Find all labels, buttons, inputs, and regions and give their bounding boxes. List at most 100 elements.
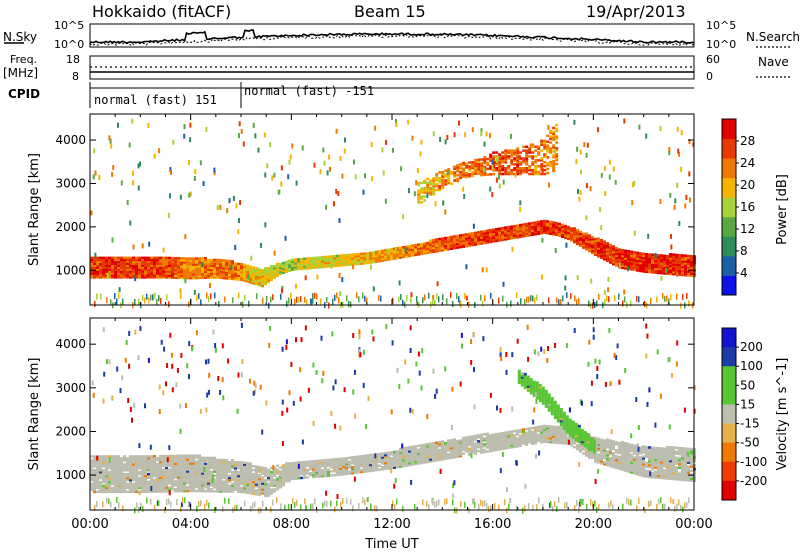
heatmap-cell bbox=[174, 268, 177, 272]
heatmap-cell bbox=[576, 232, 579, 236]
heatmap-cell bbox=[537, 220, 540, 224]
heatmap-cell bbox=[537, 145, 541, 148]
heatmap-cell bbox=[342, 473, 345, 476]
heatmap-cell bbox=[324, 460, 327, 464]
heatmap-cell bbox=[294, 467, 297, 470]
heatmap-cell bbox=[261, 278, 264, 282]
heatmap-cell bbox=[159, 272, 162, 275]
heatmap-cell bbox=[93, 463, 96, 466]
heatmap-cell bbox=[231, 462, 234, 466]
heatmap-cell bbox=[438, 178, 442, 182]
heatmap-cell bbox=[516, 161, 520, 164]
scatter-echo bbox=[263, 132, 266, 138]
heatmap-cell bbox=[648, 465, 651, 469]
heatmap-cell bbox=[324, 466, 327, 470]
heatmap-cell bbox=[219, 472, 222, 475]
heatmap-cell bbox=[522, 231, 525, 234]
heatmap-cell bbox=[348, 255, 351, 259]
heatmap-cell bbox=[249, 265, 252, 268]
heatmap-cell bbox=[156, 276, 159, 279]
heatmap-cell bbox=[360, 459, 363, 462]
heatmap-cell bbox=[120, 272, 123, 275]
heatmap-cell bbox=[138, 270, 141, 273]
heatmap-cell bbox=[102, 474, 105, 478]
heatmap-cell bbox=[585, 238, 588, 241]
heatmap-cell bbox=[96, 258, 99, 262]
heatmap-cell bbox=[639, 450, 642, 453]
heatmap-cell bbox=[219, 478, 222, 481]
heatmap-cell bbox=[297, 267, 300, 271]
heatmap-cell bbox=[318, 262, 321, 265]
heatmap-cell bbox=[399, 459, 402, 462]
heatmap-cell bbox=[216, 468, 219, 471]
heatmap-cell bbox=[531, 172, 535, 176]
heatmap-cell bbox=[204, 464, 207, 467]
heatmap-cell bbox=[177, 472, 180, 475]
heatmap-cell bbox=[225, 277, 228, 280]
heatmap-cell bbox=[543, 426, 546, 430]
heatmap-cell bbox=[657, 254, 660, 257]
heatmap-cell bbox=[399, 463, 402, 466]
heatmap-cell bbox=[657, 460, 660, 464]
scatter-echo bbox=[325, 204, 328, 210]
heatmap-cell bbox=[207, 480, 210, 483]
heatmap-cell bbox=[114, 272, 117, 275]
heatmap-cell bbox=[513, 234, 516, 238]
heatmap-cell bbox=[219, 464, 222, 468]
heatmap-cell bbox=[114, 264, 117, 267]
heatmap-cell bbox=[507, 225, 510, 229]
heatmap-cell bbox=[276, 272, 279, 276]
heatmap-cell bbox=[372, 465, 375, 468]
heatmap-cell bbox=[138, 266, 141, 269]
scatter-echo bbox=[491, 164, 494, 170]
heatmap-cell bbox=[390, 466, 393, 470]
heatmap-cell bbox=[240, 474, 243, 478]
heatmap-cell bbox=[159, 478, 162, 481]
heatmap-cell bbox=[249, 472, 252, 475]
heatmap-cell bbox=[573, 233, 576, 236]
heatmap-cell bbox=[438, 454, 441, 458]
heatmap-cell bbox=[549, 230, 552, 233]
heatmap-cell bbox=[192, 472, 195, 475]
heatmap-cell bbox=[171, 470, 174, 473]
heatmap-cell bbox=[564, 436, 567, 439]
scatter-echo bbox=[548, 182, 550, 188]
heatmap-cell bbox=[180, 480, 183, 483]
heatmap-cell bbox=[249, 474, 252, 477]
heatmap-cell bbox=[93, 486, 96, 490]
heatmap-cell bbox=[501, 228, 504, 232]
heatmap-cell bbox=[612, 455, 615, 459]
heatmap-cell bbox=[318, 459, 321, 462]
heatmap-cell bbox=[495, 231, 498, 235]
heatmap-cell bbox=[567, 225, 570, 229]
heatmap-cell bbox=[390, 457, 393, 460]
heatmap-cell bbox=[624, 453, 627, 457]
heatmap-cell bbox=[240, 268, 243, 272]
heatmap-cell bbox=[651, 464, 654, 467]
heatmap-cell bbox=[222, 272, 225, 276]
scatter-echo bbox=[304, 275, 307, 281]
heatmap-cell bbox=[432, 192, 436, 196]
near-range-echo bbox=[680, 302, 682, 309]
heatmap-cell bbox=[180, 263, 183, 266]
heatmap-cell bbox=[504, 226, 507, 229]
heatmap-cell bbox=[180, 458, 183, 461]
heatmap-cell bbox=[276, 472, 279, 475]
heatmap-cell bbox=[636, 265, 639, 268]
heatmap-cell bbox=[105, 490, 108, 494]
heatmap-cell bbox=[150, 490, 153, 493]
heatmap-cell bbox=[417, 460, 420, 463]
scatter-echo bbox=[645, 133, 648, 139]
heatmap-cell bbox=[477, 235, 480, 238]
heatmap-cell bbox=[453, 448, 456, 451]
heatmap-cell bbox=[363, 460, 366, 463]
heatmap-cell bbox=[210, 472, 213, 475]
near-range-echo bbox=[366, 297, 368, 304]
heatmap-cell bbox=[369, 455, 372, 459]
heatmap-cell bbox=[384, 467, 387, 471]
heatmap-cell bbox=[684, 272, 687, 275]
heatmap-cell bbox=[414, 245, 417, 249]
heatmap-cell bbox=[375, 256, 378, 259]
heatmap-cell bbox=[294, 463, 297, 466]
heatmap-cell bbox=[621, 260, 624, 264]
